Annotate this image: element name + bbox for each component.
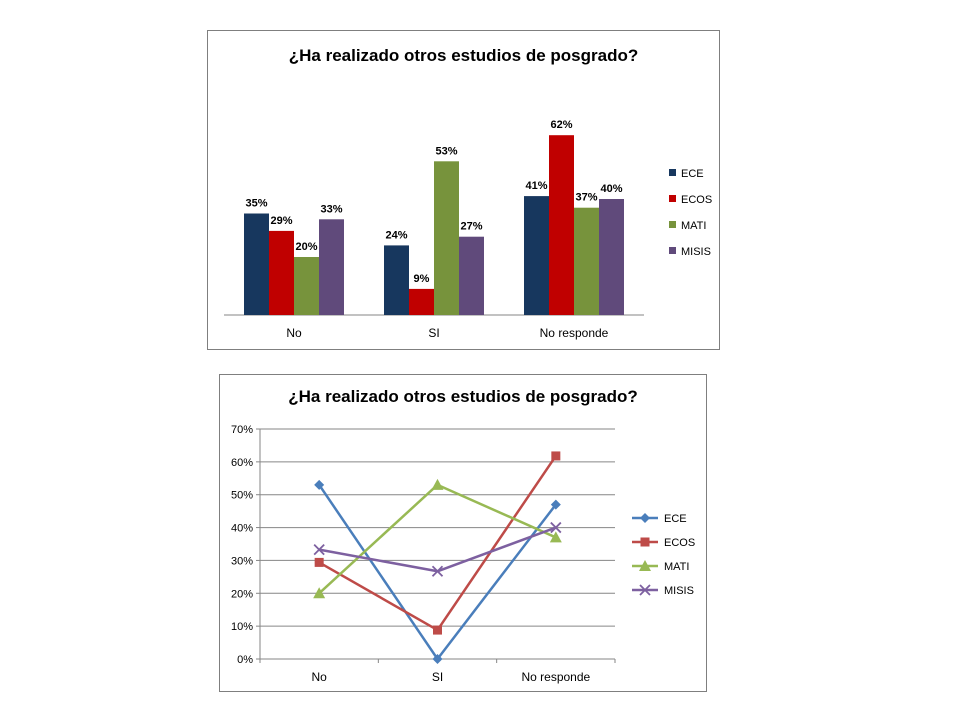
data-label-mati-si: 53% [435, 145, 457, 157]
data-label-ecos-no-responde: 62% [550, 119, 572, 131]
line-chart-title: ¿Ha realizado otros estudios de posgrado… [288, 387, 638, 406]
bar-ecos-no-responde [549, 135, 574, 315]
legend-marker-ece [640, 513, 650, 523]
legend-marker-mati [639, 560, 651, 571]
y-tick-label-40: 40% [231, 523, 253, 535]
bar-chart-plot: 35%29% 20% 33% No 24% 9% 53% 27% SI 41% 62% 37%40% N… [224, 119, 712, 340]
legend-marker-ecos [640, 537, 650, 547]
legend-label-mati: MATI [681, 220, 706, 232]
point-ecos-no-responde [551, 451, 561, 461]
point-ece-si [432, 654, 443, 664]
point-misis-si [431, 565, 444, 577]
data-label-misis-no-responde: 40% [600, 183, 622, 195]
point-ece-no-responde [550, 499, 561, 510]
x-tick-label-si: SI [432, 670, 443, 684]
legend-label-mati: MATI [664, 561, 689, 573]
point-mati-no [313, 587, 326, 599]
legend-label-ecos: ECOS [681, 194, 712, 206]
point-mati-si [431, 478, 444, 490]
line-chart-panel: ¿Ha realizado otros estudios de posgrado… [219, 374, 707, 692]
data-label-ecos-si: 9% [414, 273, 430, 285]
x-tick-label-si: SI [428, 326, 439, 340]
line-chart-plot: 0% 10% 20% 30% 40% 50% 60% 70% No SI No responde EC… [231, 424, 695, 684]
point-misis-no-responde [550, 521, 562, 534]
bar-chart-panel: ¿Ha realizado otros estudios de posgrado… [207, 30, 720, 350]
bar-ece-no [244, 213, 269, 315]
data-label-ece-no-responde: 41% [525, 180, 547, 192]
data-label-ece-si: 24% [385, 229, 407, 241]
point-ecos-si [433, 625, 442, 635]
legend-label-ece: ECE [664, 513, 687, 525]
point-ece-no [314, 479, 325, 490]
x-tick-label-no: No [311, 670, 327, 684]
bar-mati-no-responde [574, 207, 599, 315]
legend-marker-misis [639, 584, 651, 596]
y-tick-label-0: 0% [237, 654, 253, 666]
data-label-misis-no: 33% [320, 203, 342, 215]
bar-misis-no [319, 219, 344, 315]
y-tick-label-10: 10% [231, 621, 253, 633]
y-tick-label-50: 50% [231, 490, 253, 502]
legend-label-misis: MISIS [664, 585, 694, 597]
bar-mati-no [294, 257, 319, 315]
y-tick-label-60: 60% [231, 457, 253, 469]
bar-ecos-no [269, 230, 294, 315]
bar-misis-si [459, 236, 484, 315]
bar-chart-title: ¿Ha realizado otros estudios de posgrado… [288, 46, 639, 65]
bar-ece-si [384, 245, 409, 315]
legend-swatch-ece [669, 169, 676, 176]
bar-ece-no-responde [524, 196, 549, 315]
point-mati-no-responde [549, 531, 562, 543]
y-tick-label-20: 20% [231, 588, 253, 600]
legend-swatch-misis [669, 247, 676, 254]
data-label-misis-si: 27% [460, 221, 482, 233]
y-tick-label-30: 30% [231, 555, 253, 567]
x-tick-label-no-responde: No responde [521, 670, 590, 684]
legend-label-misis: MISIS [681, 246, 711, 258]
data-label-ece-no: 35% [245, 198, 267, 210]
x-tick-label-no: No [286, 326, 302, 340]
data-label-ecos-no: 29% [270, 215, 292, 227]
legend-swatch-mati [669, 221, 676, 228]
bar-mati-si [434, 161, 459, 315]
bar-misis-no-responde [599, 199, 624, 315]
data-label-mati-no-responde: 37% [575, 192, 597, 204]
point-ecos-no [314, 557, 324, 567]
y-tick-label-70: 70% [231, 424, 253, 436]
point-misis-no [313, 543, 325, 556]
data-label-mati-no: 20% [295, 241, 317, 253]
bar-ecos-si [409, 288, 434, 315]
legend-swatch-ecos [669, 195, 676, 202]
legend-label-ece: ECE [681, 168, 704, 180]
x-tick-label-no-responde: No responde [540, 326, 609, 340]
legend-label-ecos: ECOS [664, 537, 695, 549]
